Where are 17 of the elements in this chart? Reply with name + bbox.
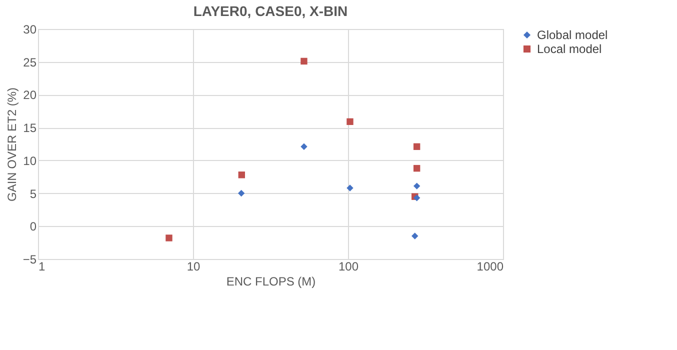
x-tick-label: 10 <box>186 260 200 274</box>
y-axis-title: GAIN OVER ET2 (%) <box>4 87 19 202</box>
x-tick-label: 100 <box>338 260 359 274</box>
y-tick-label: 10 <box>23 154 37 168</box>
y-tick-label: 0 <box>30 220 37 234</box>
y-tick-label: 15 <box>23 121 37 136</box>
legend-label: Local model <box>537 42 602 56</box>
y-tick-label: 5 <box>30 186 37 201</box>
y-tick-label: −5 <box>22 252 37 266</box>
x-tick-label: 1 <box>38 260 46 274</box>
x-axis-title: ENC FLOPS (M) <box>226 274 316 288</box>
x-tick-label: 1000 <box>476 260 504 274</box>
y-tick-label: 20 <box>23 88 37 102</box>
y-tick-label: 30 <box>23 22 37 36</box>
legend-label: Global model <box>537 28 608 42</box>
y-tick-label: 25 <box>23 55 37 70</box>
chart-title: LAYER0, CASE0, X-BIN <box>193 3 348 19</box>
